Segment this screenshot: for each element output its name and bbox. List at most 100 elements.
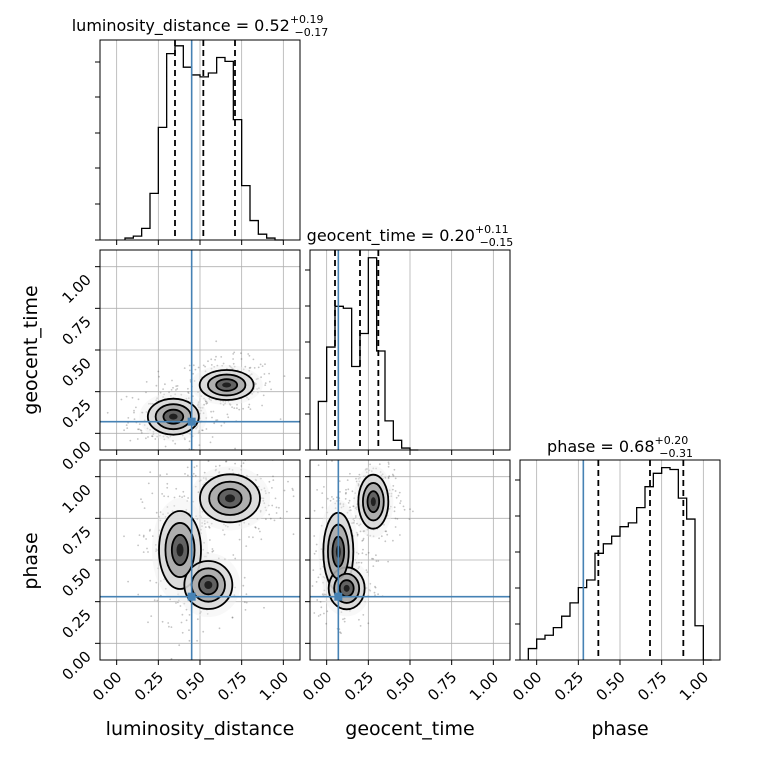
sample-point xyxy=(355,506,358,509)
sample-point xyxy=(372,558,375,560)
sample-point xyxy=(203,397,205,400)
sample-point xyxy=(362,537,365,540)
sample-point xyxy=(170,389,173,391)
sample-point xyxy=(259,363,262,366)
sample-point xyxy=(255,479,258,482)
sample-point xyxy=(169,435,172,438)
sample-point xyxy=(127,580,129,583)
sample-point xyxy=(148,402,150,405)
sample-point xyxy=(202,483,205,486)
sample-point xyxy=(233,351,236,354)
sample-point xyxy=(141,411,144,414)
sample-point xyxy=(131,396,134,399)
sample-point xyxy=(243,601,246,604)
sample-point xyxy=(231,367,234,370)
sample-point xyxy=(365,553,368,556)
x-tick-label-phase-vs-luminosity-distance-1: 0.25 xyxy=(131,668,167,704)
sample-point xyxy=(265,509,268,512)
sample-point xyxy=(357,477,360,480)
sample-point xyxy=(257,391,259,394)
sample-point xyxy=(203,541,206,544)
sample-point xyxy=(149,453,151,455)
sample-point xyxy=(362,530,365,533)
sample-point xyxy=(185,509,188,511)
sample-point xyxy=(248,354,251,357)
sample-point xyxy=(345,488,347,491)
sample-point xyxy=(183,437,186,439)
sample-point xyxy=(211,548,214,550)
sample-point xyxy=(355,477,357,480)
sample-point xyxy=(313,612,316,614)
sample-point xyxy=(199,406,202,409)
plot-area-phase-vs-luminosity-distance xyxy=(123,460,295,660)
sample-point xyxy=(142,551,145,553)
x-tick-label-phase-0: 0.00 xyxy=(509,668,545,704)
sample-point xyxy=(388,439,390,441)
sample-point xyxy=(187,474,189,477)
sample-point xyxy=(320,606,323,609)
sample-point xyxy=(359,476,361,479)
sample-point xyxy=(202,364,205,367)
sample-point xyxy=(357,552,360,555)
sample-point xyxy=(147,551,149,553)
title-geocent-time: geocent_time = 0.20+0.11 −0.15 xyxy=(307,223,514,249)
xlabel-phase: phase xyxy=(591,718,648,740)
sample-point xyxy=(185,608,188,611)
sample-point xyxy=(352,505,355,508)
sample-point xyxy=(375,467,377,470)
sample-point xyxy=(187,387,189,390)
sample-point xyxy=(208,525,210,528)
sample-point xyxy=(352,518,355,521)
sample-point xyxy=(199,612,202,615)
sample-point xyxy=(240,352,242,355)
sample-point xyxy=(232,554,235,556)
sample-point xyxy=(203,403,206,406)
sample-point xyxy=(194,485,197,488)
sample-point xyxy=(369,534,372,537)
sample-point xyxy=(392,474,395,477)
x-tick-label-phase-3: 0.75 xyxy=(634,668,670,704)
sample-point xyxy=(159,434,161,437)
sample-point xyxy=(383,523,385,526)
sample-point xyxy=(394,526,397,528)
sample-point xyxy=(195,465,198,467)
sample-point xyxy=(331,496,333,498)
sample-point xyxy=(204,526,207,528)
sample-point xyxy=(218,471,220,474)
sample-point xyxy=(403,508,406,511)
sample-point xyxy=(244,365,247,368)
sample-point xyxy=(389,505,392,508)
sample-point xyxy=(162,396,165,398)
sample-point xyxy=(138,428,140,431)
sample-point xyxy=(399,502,401,505)
sample-point xyxy=(256,388,258,390)
sample-point xyxy=(231,406,234,408)
sample-point xyxy=(368,588,371,591)
sample-point xyxy=(137,428,139,431)
histogram-phase: 0.00 0.25 0.50 0.75 1.00 xyxy=(509,459,721,704)
x-tick-label-phase-vs-geocent-time-0: 0.00 xyxy=(299,668,335,704)
sample-point xyxy=(244,609,247,611)
sample-point xyxy=(204,400,207,403)
sample-point xyxy=(366,534,369,536)
sample-point xyxy=(358,447,360,449)
sample-point xyxy=(181,613,184,616)
sample-point xyxy=(247,353,250,355)
sample-point xyxy=(166,435,169,438)
sample-point xyxy=(339,502,342,505)
sample-point xyxy=(140,498,142,501)
sample-point xyxy=(369,582,372,585)
sample-point xyxy=(364,600,366,603)
sample-point xyxy=(275,512,278,514)
sample-point xyxy=(393,506,396,509)
sample-point xyxy=(177,601,179,604)
sample-point xyxy=(203,555,206,558)
density-level-phase-vs-luminosity-distance-4-0 xyxy=(225,494,235,503)
sample-point xyxy=(196,639,199,642)
sample-point xyxy=(188,614,191,616)
sample-point xyxy=(313,509,316,512)
sample-point xyxy=(157,370,160,373)
sample-point xyxy=(311,585,314,587)
sample-point xyxy=(210,358,213,361)
sample-point xyxy=(257,485,260,488)
